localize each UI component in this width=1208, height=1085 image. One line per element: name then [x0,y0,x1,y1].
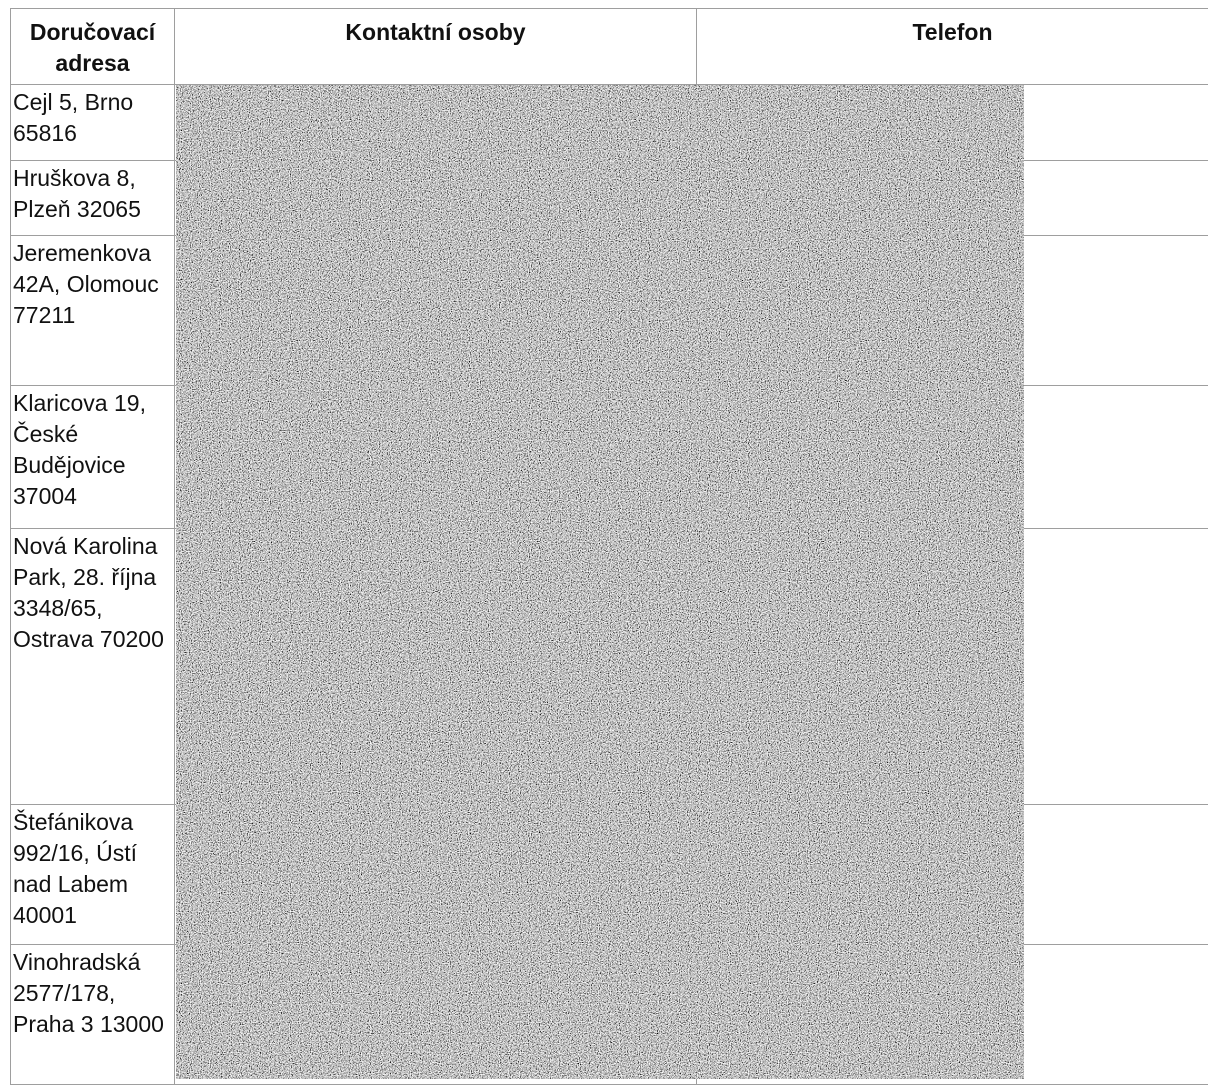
noise-redaction-overlay [176,85,1024,1079]
address-cell: Jeremenkova 42A, Olomouc 77211 [11,236,175,386]
header-contact-persons: Kontaktní osoby [175,9,697,85]
noise-pattern [176,85,1024,1079]
header-phone: Telefon [697,9,1208,85]
address-cell: Klaricova 19, České Budějovice 37004 [11,386,175,529]
address-cell: Vinohradská 2577/178, Praha 3 13000 [11,945,175,1085]
header-delivery-address: Doručovací adresa [11,9,175,85]
address-cell: Cejl 5, Brno 65816 [11,85,175,161]
address-cell: Hruškova 8, Plzeň 32065 [11,161,175,236]
address-cell: Nová Karolina Park, 28. října 3348/65, O… [11,529,175,805]
address-cell: Štefánikova 992/16, Ústí nad Labem 40001 [11,805,175,945]
table-header-row: Doručovací adresa Kontaktní osoby Telefo… [11,9,1208,85]
